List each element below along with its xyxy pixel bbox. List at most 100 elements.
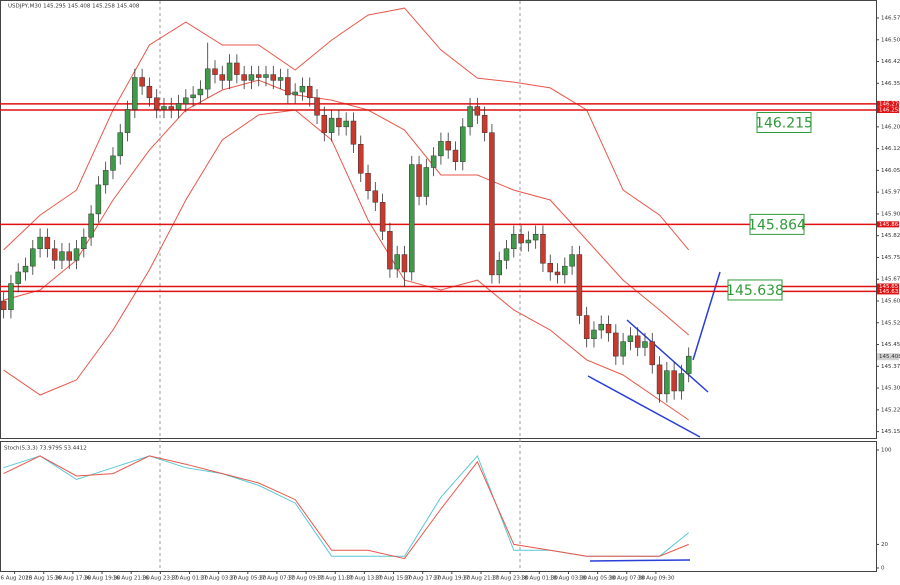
candle-body (598, 323, 604, 331)
candle-body (95, 184, 102, 215)
y-tick-label: 145.675 (881, 277, 900, 283)
y-tick-label: 145.150 (881, 429, 900, 435)
candle-body (306, 85, 313, 99)
candle-body (30, 248, 36, 267)
candle-body (678, 373, 685, 392)
candle-body (394, 254, 400, 270)
annotation-label: 145.638 (726, 283, 784, 299)
candle-body (438, 141, 444, 157)
y-tick-label: 146.575 (881, 15, 900, 21)
x-tick-label: 17 Aug 15:30 (375, 576, 413, 582)
x-tick-label: 17 Aug 19:30 (433, 576, 471, 582)
level-tag (877, 283, 899, 290)
candle-body (496, 260, 502, 276)
level-tag (877, 288, 899, 295)
candle-body (685, 355, 692, 374)
candle-body (73, 248, 80, 261)
candle-body (489, 132, 495, 276)
y-tick-label: 145.975 (881, 190, 900, 196)
y-tick-label: 146.125 (881, 146, 900, 152)
trend-line (626, 319, 709, 393)
y-tick-label: 146.350 (881, 81, 900, 87)
x-tick-label: 16 Aug 23:30 (142, 576, 180, 582)
candle-body (328, 117, 335, 133)
candle-body (554, 271, 561, 276)
x-tick-label: 18 Aug 05:30 (579, 576, 617, 582)
candle-body (481, 114, 488, 133)
candle-body (379, 202, 386, 232)
candle-body (299, 85, 306, 93)
indicator-tick-label: 100 (881, 448, 892, 454)
x-tick-label: 18 Aug 09:30 (637, 576, 675, 582)
candle-body (117, 132, 123, 157)
candle-body (8, 283, 14, 310)
x-tick-label: 16 Aug 2023 (0, 576, 33, 582)
annotation-label: 145.864 (748, 217, 806, 233)
indicator-tick-label: 20 (881, 542, 888, 548)
indicator-panel (0, 441, 877, 572)
candle-body (372, 190, 379, 203)
y-tick-label: 146.200 (881, 124, 900, 130)
last-price-label: 145.408 (879, 354, 900, 360)
candle-body (642, 341, 648, 348)
candle-body (321, 114, 328, 133)
x-tick-label: 16 Aug 21:30 (113, 576, 151, 582)
y-tick-label: 146.425 (881, 59, 900, 65)
candle-body (365, 173, 371, 191)
candle-body (241, 74, 247, 81)
candle-body (540, 233, 546, 264)
candle-body (409, 164, 415, 273)
candle-body (343, 120, 349, 128)
candle-body (656, 364, 663, 395)
candle-body (357, 144, 364, 174)
candle-body (168, 106, 175, 110)
candle-body (511, 233, 517, 250)
y-tick-label: 145.225 (881, 407, 900, 413)
candle-body (671, 370, 677, 392)
candle-body (445, 141, 451, 151)
candle-body (423, 167, 430, 197)
candle-body (452, 149, 459, 162)
annotation-box (749, 213, 805, 235)
candle-body (234, 62, 240, 75)
band-line (3, 79, 690, 336)
candle-body (190, 94, 196, 99)
x-tick-label: 18 Aug 07:30 (608, 576, 646, 582)
level-tag (877, 100, 899, 107)
candle-body (139, 77, 145, 87)
x-tick-label: 18 Aug 03:30 (550, 576, 588, 582)
y-tick-label: 146.050 (881, 168, 900, 174)
candle-body (124, 109, 131, 133)
candle-body (547, 263, 553, 273)
candle-body (15, 271, 21, 284)
candle-body (532, 233, 539, 241)
candle-body (401, 254, 408, 273)
annotation-box (756, 111, 812, 133)
candle-body (88, 213, 94, 238)
band-line (3, 109, 689, 421)
y-tick-label: 146.500 (881, 37, 900, 43)
annotation-label: 146.215 (755, 115, 813, 131)
candle-body (649, 341, 656, 366)
candle-body (620, 341, 626, 357)
candle-body (292, 91, 298, 96)
y-tick-label: 145.825 (881, 233, 900, 239)
x-tick-label: 17 Aug 23:30 (492, 576, 530, 582)
candle-body (634, 335, 641, 348)
trend-line (587, 375, 701, 438)
candle-body (591, 329, 597, 339)
candle-body (314, 97, 320, 116)
annotation-box (727, 279, 783, 301)
candle-body (183, 97, 189, 104)
candle-body (110, 155, 116, 171)
candle-body (22, 265, 29, 273)
candle-body (605, 323, 612, 334)
level-tag (877, 221, 899, 228)
chart-title: USDJPY,M30 145.295 145.408 145.258 145.4… (8, 4, 140, 10)
candle-body (51, 248, 58, 261)
candle-body (460, 126, 466, 162)
y-tick-label: 145.750 (881, 255, 900, 261)
candle-body (525, 239, 532, 244)
x-tick-label: 16 Aug 15:30 (25, 576, 63, 582)
